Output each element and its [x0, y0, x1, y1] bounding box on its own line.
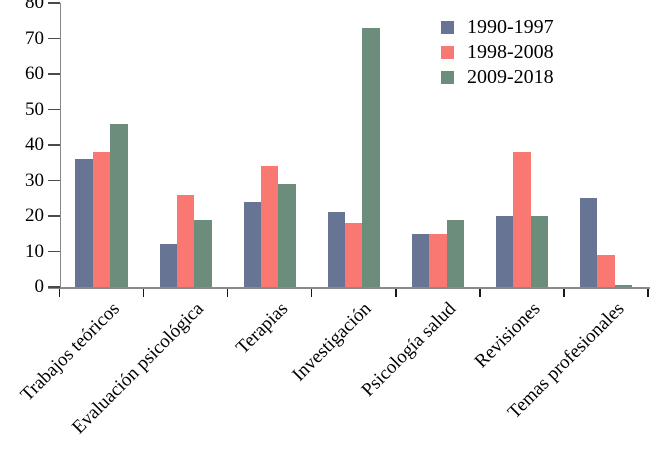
legend-swatch-series-3 — [441, 71, 454, 84]
y-axis-tick — [47, 179, 60, 182]
bar-1998-2008 — [513, 152, 531, 287]
bar-1998-2008 — [345, 223, 363, 287]
bar-2009-2018 — [530, 216, 548, 287]
bar-2009-2018 — [614, 285, 633, 287]
y-axis-tick-label: 0 — [34, 276, 45, 297]
bar-1990-1997 — [411, 233, 430, 287]
x-category-label: Terapias — [231, 298, 292, 359]
x-category-label: Investigación — [288, 298, 376, 386]
x-axis-tick — [479, 289, 481, 297]
x-category-label: Revisiones — [470, 298, 545, 373]
y-axis-tick-label: 10 — [25, 240, 44, 262]
x-axis-tick — [395, 289, 397, 297]
bar-2009-2018 — [278, 184, 296, 287]
bar-1998-2008 — [429, 233, 447, 287]
y-axis-tick — [47, 215, 60, 217]
x-axis-tick — [142, 289, 145, 297]
legend-swatch-series-1 — [441, 21, 454, 34]
bar-1990-1997 — [159, 244, 177, 287]
bar-2009-2018 — [446, 219, 464, 287]
y-axis-line — [59, 3, 61, 289]
y-axis-tick — [47, 144, 60, 146]
y-axis-tick-label: 30 — [25, 169, 44, 191]
legend-item-1998-2008: 1998-2008 — [441, 40, 554, 65]
y-axis-tick-label: 40 — [25, 134, 44, 155]
y-axis-tick-label: 60 — [25, 63, 44, 84]
x-axis-tick — [647, 289, 649, 297]
y-axis-tick-label: 20 — [25, 205, 44, 226]
legend-label-series-2: 1998-2008 — [467, 41, 554, 63]
legend: 1990-1997 1998-2008 2009-2018 — [441, 15, 554, 90]
legend-item-2009-2018: 2009-2018 — [441, 65, 554, 90]
x-axis-tick — [310, 289, 313, 297]
bar-2009-2018 — [194, 219, 212, 287]
y-axis-tick — [47, 286, 60, 288]
bar-1990-1997 — [75, 159, 93, 287]
x-axis-line — [47, 287, 650, 289]
y-axis-tick-label: 50 — [25, 98, 44, 120]
legend-item-1990-1997: 1990-1997 — [441, 15, 554, 40]
bar-2009-2018 — [362, 27, 380, 287]
legend-label-series-3: 2009-2018 — [467, 66, 554, 88]
x-axis-tick — [58, 289, 61, 297]
bar-1990-1997 — [495, 216, 514, 287]
bar-1998-2008 — [597, 255, 615, 287]
bar-1990-1997 — [327, 212, 346, 287]
bar-1998-2008 — [92, 152, 111, 287]
bar-1990-1997 — [579, 198, 598, 287]
bar-1998-2008 — [176, 194, 195, 287]
y-axis-tick — [47, 73, 60, 75]
y-axis-tick — [47, 2, 60, 4]
bar-1998-2008 — [260, 166, 279, 287]
x-axis-tick — [226, 289, 229, 297]
bar-1990-1997 — [243, 201, 261, 287]
y-axis-tick-label: 70 — [25, 27, 44, 49]
y-axis-tick — [47, 250, 60, 253]
bar-2009-2018 — [110, 123, 128, 287]
y-axis-tick — [47, 108, 60, 111]
y-axis-tick — [47, 37, 60, 40]
y-axis-tick-label: 80 — [25, 0, 44, 13]
legend-swatch-series-2 — [441, 46, 454, 59]
legend-label-series-1: 1990-1997 — [467, 16, 554, 38]
x-axis-tick — [563, 289, 565, 297]
